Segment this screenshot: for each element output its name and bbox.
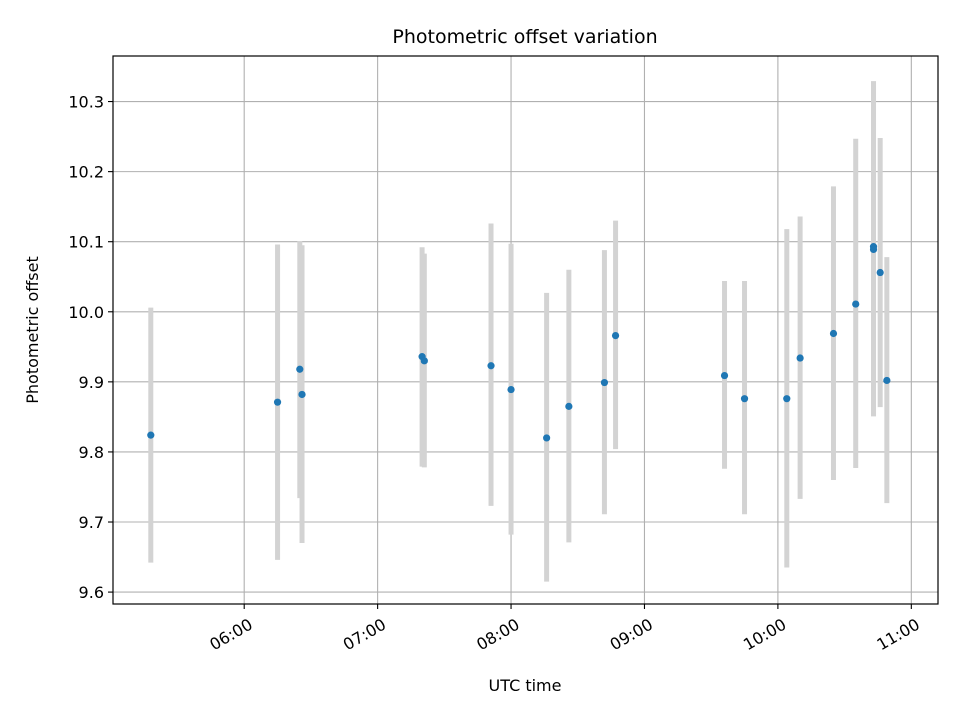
data-point [852, 300, 860, 308]
data-point [876, 268, 884, 277]
data-point [829, 329, 838, 338]
data-point [600, 378, 609, 387]
data-point [147, 431, 155, 439]
plot-area-frame [112, 55, 939, 605]
data-point [296, 365, 304, 373]
data-point [420, 357, 428, 365]
data-point [487, 362, 495, 370]
data-point [273, 398, 282, 406]
y-axis: 9.6 9.7 9.8 9.9 10.0 10.1 10.2 10.3 [68, 93, 113, 602]
data-point [543, 434, 551, 442]
grid [113, 56, 938, 604]
y-tick-label: 9.9 [79, 373, 104, 392]
data-point [740, 395, 749, 403]
data-point [565, 402, 573, 410]
y-tick-label: 9.7 [79, 513, 104, 532]
chart-title: Photometric offset variation [392, 26, 657, 48]
x-axis-label: UTC time [489, 676, 562, 695]
data-points [147, 243, 891, 442]
y-tick-label: 9.8 [79, 443, 104, 462]
y-tick-label: 9.6 [79, 583, 104, 602]
data-point [883, 376, 891, 385]
data-point [611, 332, 620, 340]
data-point [720, 371, 729, 380]
y-tick-label: 10.3 [68, 93, 104, 112]
data-point [796, 354, 804, 362]
y-axis-label: Photometric offset [23, 256, 42, 404]
data-point [298, 390, 306, 399]
data-point [507, 385, 515, 394]
y-tick-label: 10.2 [68, 163, 104, 182]
y-tick-label: 10.1 [68, 233, 104, 252]
data-point [869, 245, 878, 254]
data-point [783, 395, 791, 403]
y-tick-label: 10.0 [68, 303, 104, 322]
